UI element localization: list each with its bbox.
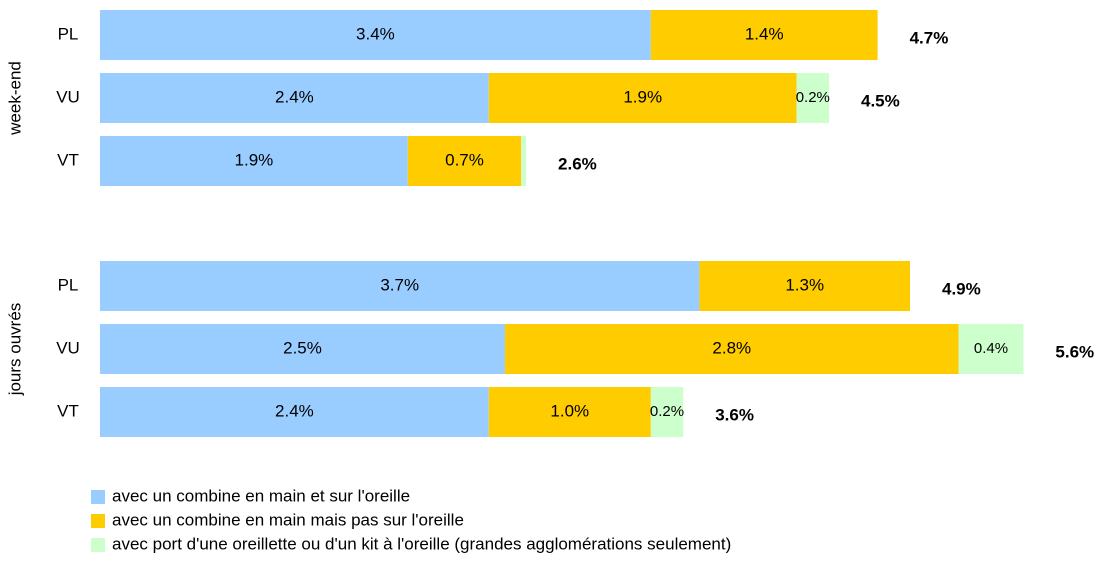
bar-segment — [100, 324, 505, 374]
bar-segment — [650, 10, 878, 60]
bar-segment — [488, 387, 651, 437]
bar-segment — [100, 261, 700, 311]
total-label: 2.6% — [558, 154, 597, 173]
value-label: 0.2% — [796, 89, 830, 106]
total-label: 4.5% — [861, 91, 900, 110]
bar-segment — [521, 136, 527, 186]
bar-segment — [650, 387, 684, 437]
legend-label: avec un combine en main mais pas sur l'o… — [112, 510, 464, 529]
group-label: week-end — [5, 61, 24, 136]
value-label: 0.4% — [974, 340, 1008, 357]
legend-label: avec un combine en main et sur l'oreille — [112, 486, 410, 505]
bar-segment — [100, 136, 408, 186]
value-label: 1.4% — [745, 24, 784, 43]
value-label: 2.5% — [283, 338, 322, 357]
category-label: VU — [56, 87, 80, 106]
bar-segment — [100, 387, 489, 437]
category-label: VT — [57, 401, 79, 420]
value-label: 1.9% — [623, 87, 662, 106]
bar-segment — [100, 10, 651, 60]
category-label: VU — [56, 338, 80, 357]
bar-segment — [699, 261, 910, 311]
total-label: 3.6% — [715, 405, 754, 424]
category-label: PL — [58, 24, 79, 43]
value-label: 1.0% — [550, 401, 589, 420]
legend-swatch — [91, 538, 105, 552]
bar-segment — [958, 324, 1024, 374]
total-label: 4.9% — [942, 279, 981, 298]
value-label: 3.7% — [380, 275, 419, 294]
value-label: 2.8% — [712, 338, 751, 357]
group-label: jours ouvrés — [5, 303, 24, 397]
value-label: 3.4% — [356, 24, 395, 43]
legend-swatch — [91, 490, 105, 504]
value-label: 0.7% — [445, 150, 484, 169]
bar-segment — [796, 73, 829, 123]
bar-segment — [488, 73, 797, 123]
total-label: 5.6% — [1055, 342, 1094, 361]
value-label: 2.4% — [275, 401, 314, 420]
bar-segment — [407, 136, 522, 186]
category-label: PL — [58, 275, 79, 294]
value-label: 1.9% — [235, 150, 274, 169]
category-label: VT — [57, 150, 79, 169]
value-label: 1.3% — [785, 275, 824, 294]
value-label: 2.4% — [275, 87, 314, 106]
legend-swatch — [91, 514, 105, 528]
bar-segment — [505, 324, 959, 374]
value-label: 0.2% — [650, 403, 684, 420]
legend-label: avec port d'une oreillette ou d'un kit à… — [112, 534, 731, 553]
total-label: 4.7% — [910, 28, 949, 47]
bar-segment — [100, 73, 489, 123]
